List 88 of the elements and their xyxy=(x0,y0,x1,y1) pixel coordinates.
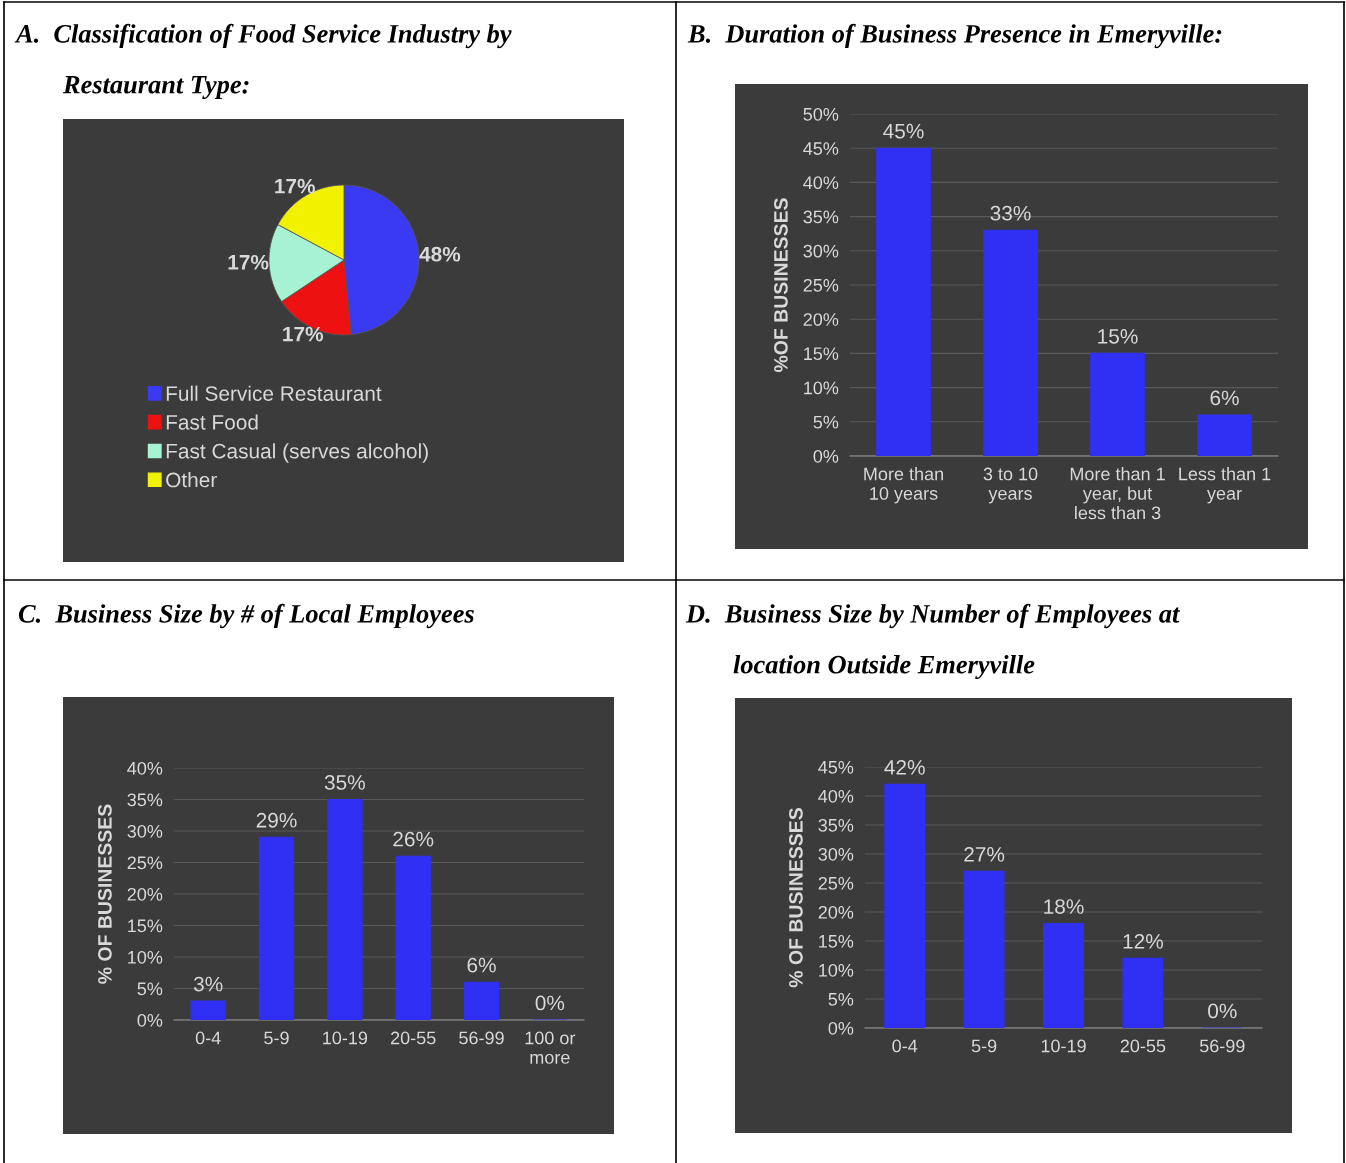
y-tick-label: 40% xyxy=(818,789,854,803)
y-axis-title: %OF BUSINESSES xyxy=(774,198,788,373)
y-tick-label: 30% xyxy=(803,244,839,258)
x-tick-label: 0-4 xyxy=(195,1031,221,1045)
y-tick-label: 30% xyxy=(818,847,854,861)
data-label: 0% xyxy=(535,995,565,1011)
x-tick-label: More than 1 year, but less than 3 xyxy=(1070,467,1165,520)
y-axis-title: % OF BUSINESSES xyxy=(98,804,112,984)
y-tick-label: 5% xyxy=(137,982,163,996)
data-label: 17% xyxy=(275,178,315,194)
data-label: 33% xyxy=(990,205,1031,221)
y-tick-label: 45% xyxy=(803,142,839,155)
data-label: 29% xyxy=(256,812,297,828)
x-tick-label: 5-9 xyxy=(971,1039,997,1053)
bar xyxy=(884,783,926,1028)
y-axis-title: % OF BUSINESSES xyxy=(789,808,803,988)
y-tick-label: 15% xyxy=(804,347,839,361)
x-tick-label: 20-55 xyxy=(390,1031,436,1045)
x-tick-label: 56-99 xyxy=(459,1031,504,1045)
data-label: 42% xyxy=(884,759,925,775)
legend-label: Other xyxy=(166,472,217,488)
data-label: 17% xyxy=(228,254,269,270)
data-label: 12% xyxy=(1123,933,1164,949)
bar xyxy=(463,981,500,1020)
y-tick-label: 0% xyxy=(137,1013,163,1027)
bar xyxy=(258,836,295,1020)
y-tick-label: 50% xyxy=(803,107,839,121)
y-tick-label: 20% xyxy=(803,313,839,326)
y-tick-label: 30% xyxy=(127,824,163,838)
legend-label: Full Service Restaurant xyxy=(166,385,382,401)
y-tick-label: 0% xyxy=(828,1021,854,1035)
data-label: 48% xyxy=(419,246,461,262)
data-label: 17% xyxy=(283,326,324,342)
chart-title: A. Classification of Food Service Industry by Restaurant Type: xyxy=(14,23,512,99)
y-tick-label: 35% xyxy=(818,818,854,832)
data-label: 45% xyxy=(883,123,924,139)
data-label: 0% xyxy=(1208,1003,1237,1019)
x-tick-label: 20-55 xyxy=(1120,1039,1166,1053)
y-tick-label: 25% xyxy=(818,876,854,890)
y-tick-label: 20% xyxy=(127,887,163,901)
x-tick-label: 10-19 xyxy=(1041,1039,1086,1053)
y-tick-label: 35% xyxy=(127,793,163,807)
x-tick-label: 100 or more xyxy=(525,1031,576,1064)
y-tick-label: 40% xyxy=(127,761,163,775)
bar xyxy=(395,855,431,1020)
bar xyxy=(190,1000,226,1020)
bar xyxy=(1043,923,1084,1028)
bar xyxy=(327,798,363,1020)
chart-title: D. Business Size by Number of Employees at location Outside Emeryville xyxy=(685,603,1180,679)
data-label: 6% xyxy=(467,957,496,973)
x-tick-label: More than 10 years xyxy=(864,467,943,504)
y-tick-label: 40% xyxy=(803,176,839,190)
y-tick-label: 25% xyxy=(127,856,163,870)
bar xyxy=(876,147,931,456)
y-tick-label: 25% xyxy=(803,278,839,292)
bar xyxy=(1197,414,1252,456)
data-label: 18% xyxy=(1044,899,1084,914)
data-label: 15% xyxy=(1098,329,1138,344)
data-label: 3% xyxy=(193,976,223,992)
y-tick-label: 10% xyxy=(804,381,839,395)
legend-label: Fast Food xyxy=(166,414,258,430)
y-tick-label: 0% xyxy=(813,449,839,463)
chart-title: C. Business Size by # of Local Employees xyxy=(18,603,474,629)
x-tick-label: Less than 1 year xyxy=(1179,467,1271,504)
y-tick-label: 10% xyxy=(128,950,163,964)
x-tick-label: 56-99 xyxy=(1199,1039,1245,1053)
legend-label: Fast Casual (serves alcohol) xyxy=(166,443,428,463)
x-tick-label: 5-9 xyxy=(264,1031,289,1045)
data-label: 6% xyxy=(1210,390,1239,406)
y-tick-label: 20% xyxy=(818,905,854,919)
data-label: 35% xyxy=(324,775,365,790)
x-tick-label: 0-4 xyxy=(892,1039,918,1053)
bar xyxy=(983,229,1038,456)
y-tick-label: 15% xyxy=(128,919,163,933)
data-label: 26% xyxy=(393,831,434,847)
chart-title: B. Duration of Business Presence in Emeryville: xyxy=(687,23,1222,49)
y-tick-label: 45% xyxy=(818,761,854,774)
y-tick-label: 15% xyxy=(819,935,854,948)
bar xyxy=(1122,957,1164,1028)
bar xyxy=(963,870,1005,1028)
y-tick-label: 5% xyxy=(813,415,839,429)
bar xyxy=(1090,352,1145,456)
y-tick-label: 10% xyxy=(819,963,854,977)
x-tick-label: 10-19 xyxy=(323,1031,368,1045)
y-tick-label: 5% xyxy=(828,993,854,1006)
y-tick-label: 35% xyxy=(803,210,839,224)
x-tick-label: 3 to 10 years xyxy=(983,467,1038,504)
data-label: 27% xyxy=(964,846,1005,862)
